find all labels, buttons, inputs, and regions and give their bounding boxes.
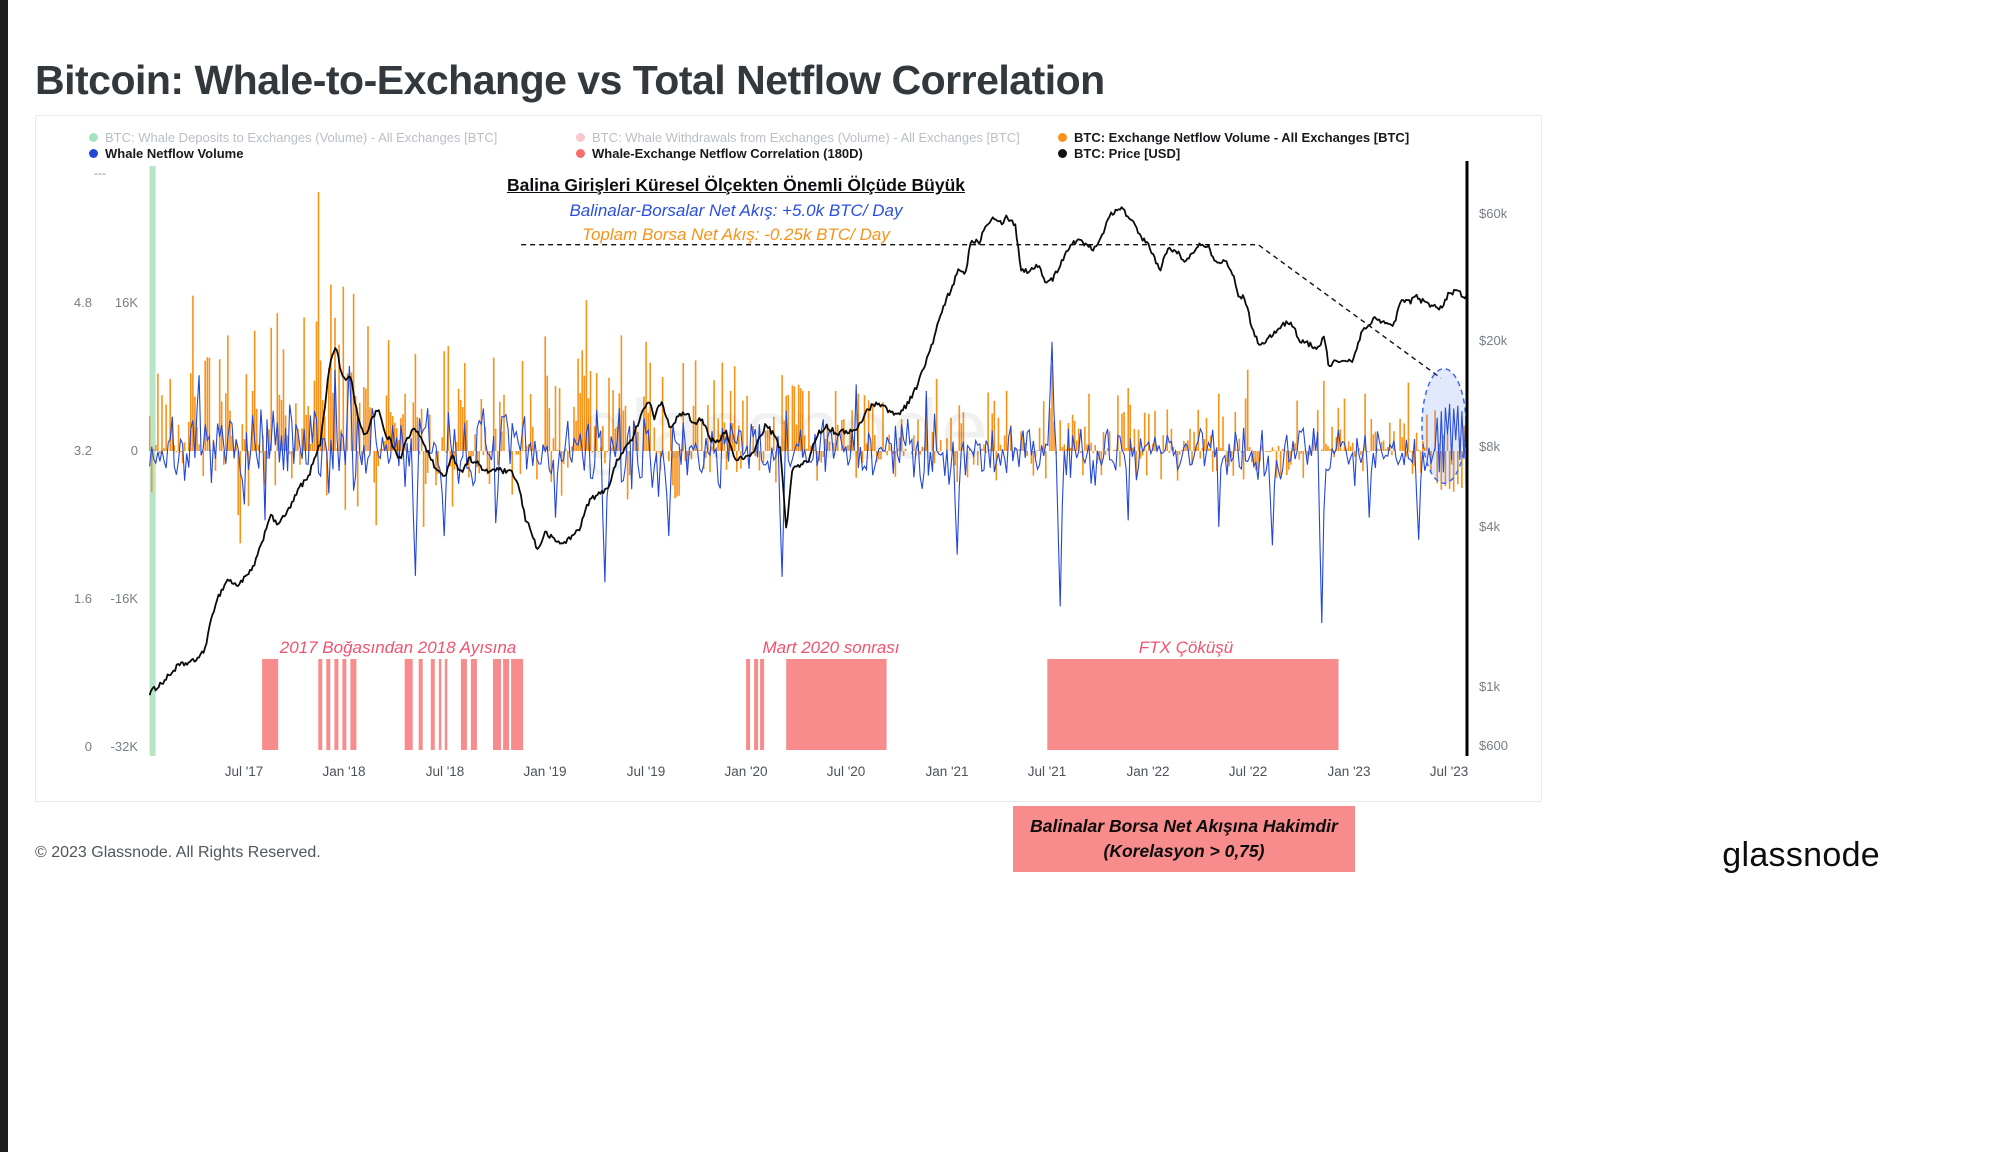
annotation-region-ftx: FTX Çöküşü [1138,638,1234,657]
y-axis-price-label: $8k [1479,439,1500,454]
correlation-region [334,659,339,750]
annotation-region-march-2020: Mart 2020 sonrası [762,638,900,657]
correlation-region [470,659,477,750]
x-axis-tick-label: Jan '18 [322,764,366,779]
legend-swatch [576,133,585,142]
y-axis-netflow-label: 16K [114,295,138,310]
legend-swatch [1058,133,1067,142]
legend-swatch [576,149,585,158]
x-axis-tick-label: Jan '21 [925,764,969,779]
chart-canvas[interactable] [36,116,1541,801]
legend-label: Whale-Exchange Netflow Correlation (180D… [592,146,863,161]
x-axis-tick-label: Jul '21 [1027,764,1067,779]
annotation-headline: Balina Girişleri Küresel Ölçekten Önemli… [506,175,966,195]
y-axis-price-label: $600 [1479,738,1508,753]
x-axis-tick-label: Jan '20 [724,764,768,779]
correlation-region [444,659,448,750]
axis-dash-label: --- [94,166,106,180]
legend-item[interactable]: BTC: Whale Deposits to Exchanges (Volume… [89,130,497,145]
y-axis-netflow-label: -16K [110,591,138,606]
window-edge [0,0,8,1152]
y-axis-price-label: $1k [1479,679,1500,694]
glassnode-logo: glassnode [1722,836,1880,874]
x-axis-tick-label: Jan '19 [523,764,567,779]
y-axis-correlation-label: 0 [84,739,92,754]
correlation-region [493,659,501,750]
x-axis-tick-label: Jan '22 [1126,764,1170,779]
legend-label: BTC: Exchange Netflow Volume - All Excha… [1074,130,1410,145]
correlation-region [760,659,765,750]
legend-swatch [1058,149,1067,158]
correlation-region [350,659,357,750]
price-line [149,206,1467,696]
correlation-region [511,659,524,750]
correlation-region [786,659,887,750]
correlation-region [404,659,413,750]
correlation-region [326,659,331,750]
correlation-region [438,659,442,750]
legend-label: Whale Netflow Volume [105,146,244,161]
callout-line2: (Korelasyon > 0,75) [1103,841,1265,861]
legend-item[interactable]: BTC: Price [USD] [1058,146,1180,161]
chart-card: glassnode --- Balina Girişleri Küresel Ö… [35,115,1542,802]
y-axis-correlation-label: 3.2 [73,443,92,458]
y-axis-correlation-label: 1.6 [73,591,92,606]
y-axis-price-label: $20k [1479,333,1508,348]
x-axis-tick-label: Jul '17 [224,764,264,779]
correlation-region [746,659,751,750]
correlation-region [342,659,347,750]
watermark: glassnode [581,382,991,476]
correlation-region [418,659,423,750]
page-title: Bitcoin: Whale-to-Exchange vs Total Netf… [35,57,1105,104]
x-axis-tick-label: Jul '23 [1429,764,1469,779]
annotation-total-flow: Toplam Borsa Net Akış: -0.25k BTC/ Day [582,224,890,244]
y-axis-netflow-label: -32K [110,739,138,754]
callout-line1: Balinalar Borsa Net Akışına Hakimdir [1030,815,1338,836]
x-axis-tick-label: Jul '19 [626,764,666,779]
legend-item[interactable]: BTC: Exchange Netflow Volume - All Excha… [1058,130,1409,145]
legend-swatch [89,133,98,142]
annotation-region-2017-2018: 2017 Boğasından 2018 Ayısına [279,638,517,657]
legend-label: BTC: Price [USD] [1074,146,1181,161]
legend-item[interactable]: Whale Netflow Volume [89,146,243,161]
highlight-ellipse [1421,367,1467,485]
annotation-whale-flow: Balinalar-Borsalar Net Akış: +5.0k BTC/ … [569,200,903,220]
x-axis-tick-label: Jul '22 [1228,764,1268,779]
y-axis-price-label: $60k [1479,206,1508,221]
callout-box: Balinalar Borsa Net Akışına Hakimdir (Ko… [1013,806,1355,872]
x-axis-tick-label: Jul '18 [425,764,465,779]
legend-item[interactable]: Whale-Exchange Netflow Correlation (180D… [576,146,863,161]
x-axis-tick-label: Jan '23 [1327,764,1371,779]
correlation-region [318,659,323,750]
guide-dashed-line [521,243,1442,379]
legend-label: BTC: Whale Withdrawals from Exchanges (V… [592,130,1020,145]
x-axis-tick-label: Jul '20 [826,764,866,779]
y-axis-price-label: $4k [1479,519,1500,534]
correlation-region [262,659,279,750]
correlation-region [460,659,467,750]
correlation-region [754,659,759,750]
y-axis-netflow-label: 0 [130,443,138,458]
annotation-block: Balina Girişleri Küresel Ölçekten Önemli… [476,174,996,246]
correlation-region [430,659,435,750]
price-axis-line [1465,161,1469,756]
footer-copyright: © 2023 Glassnode. All Rights Reserved. [35,844,321,861]
correlation-region [1047,659,1339,750]
legend-swatch [89,149,98,158]
correlation-region [503,659,510,750]
deposits-strip [149,166,156,756]
y-axis-correlation-label: 4.8 [73,295,92,310]
legend-item[interactable]: BTC: Whale Withdrawals from Exchanges (V… [576,130,1020,145]
legend-label: BTC: Whale Deposits to Exchanges (Volume… [105,130,498,145]
